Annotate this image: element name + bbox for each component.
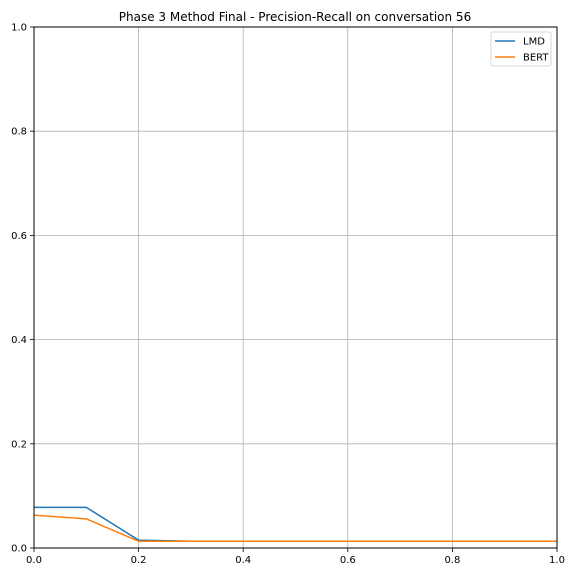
legend: LMD BERT (490, 31, 552, 67)
y-tick-label: 0.4 (11, 335, 27, 346)
x-tick-label: 0.0 (26, 555, 42, 566)
y-tick-label: 0.2 (11, 439, 27, 450)
legend-label-bert: BERT (523, 53, 549, 64)
y-tick-label: 0.0 (11, 544, 27, 555)
x-tick-label: 0.4 (235, 555, 251, 566)
series-line-bert (33, 514, 557, 542)
x-tick-label: 0.6 (340, 555, 356, 566)
axis-ticks: 0.0 0.2 0.4 0.6 0.8 1.0 0.0 0.2 0.4 0.6 0.8 1.0 (11, 23, 565, 567)
legend-label-lmd: LMD (523, 37, 545, 48)
x-tick-label: 1.0 (549, 555, 565, 566)
y-tick-label: 0.6 (11, 231, 27, 242)
series-lines (33, 506, 557, 542)
x-tick-label: 0.8 (444, 555, 460, 566)
y-tick-label: 1.0 (11, 23, 27, 34)
chart-title: Phase 3 Method Final - Precision-Recall … (119, 10, 471, 24)
y-tick-label: 0.8 (11, 127, 27, 138)
plot-frame (33, 26, 558, 549)
x-tick-label: 0.2 (131, 555, 147, 566)
